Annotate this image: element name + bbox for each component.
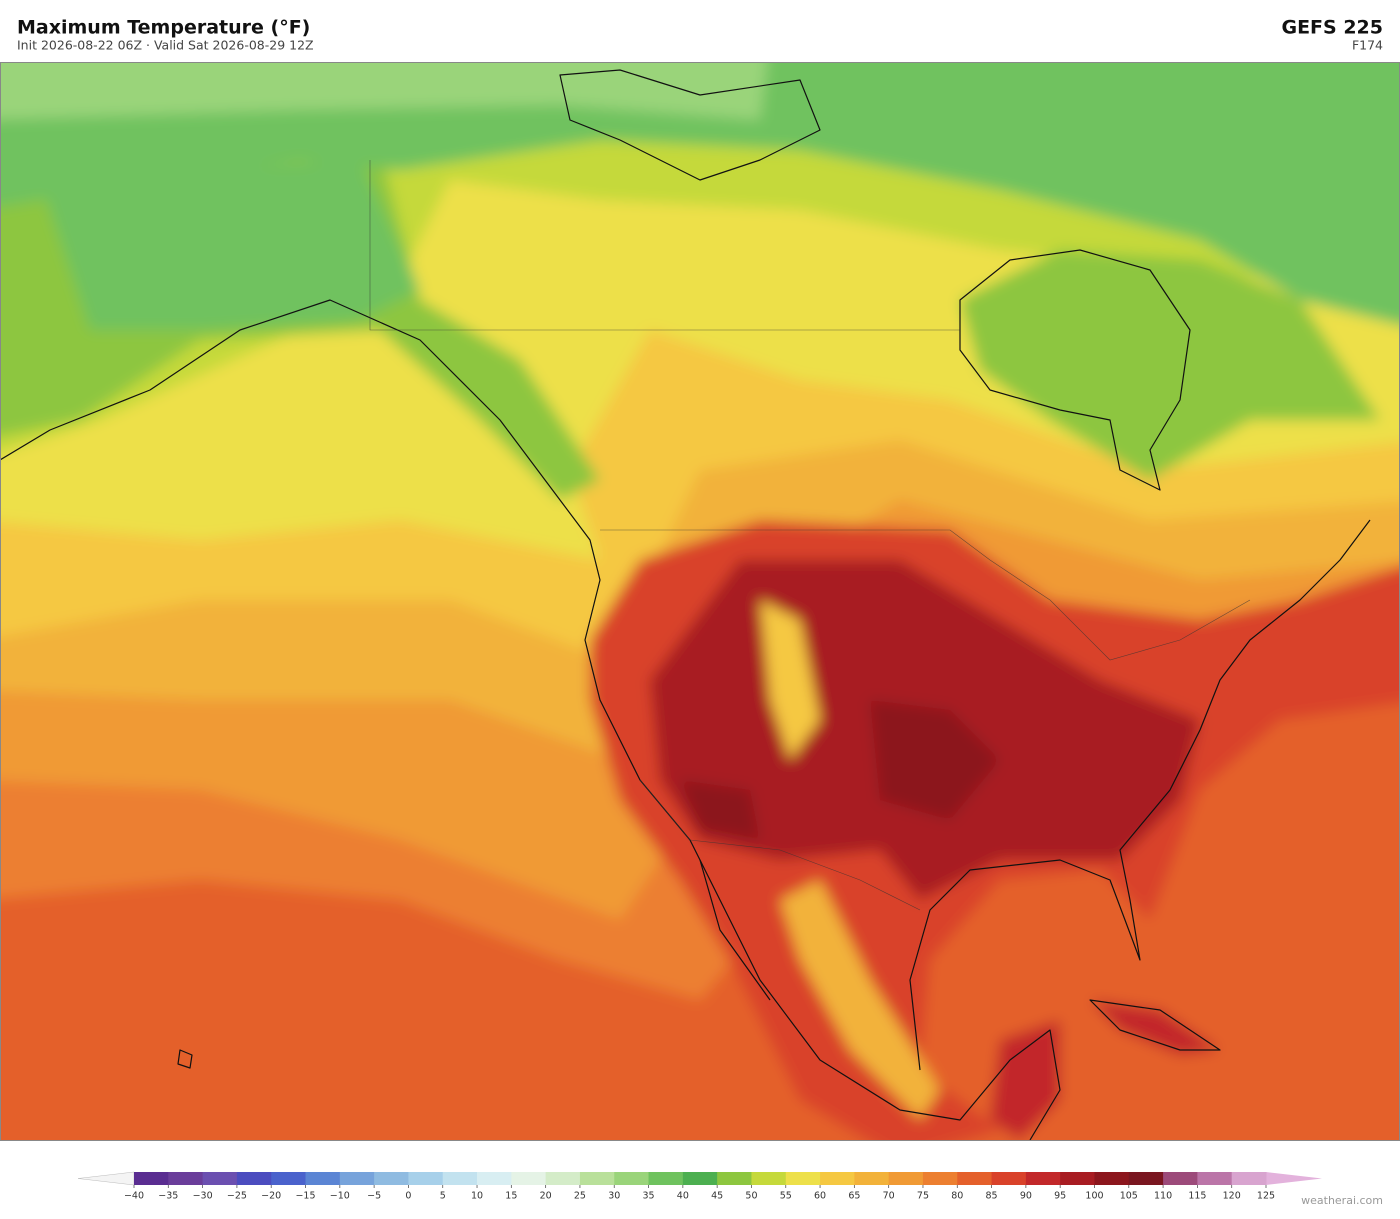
coastline	[909, 519, 1371, 1071]
colorbar-tick-label: 45	[711, 1191, 723, 1202]
colorbar-swatch	[854, 1172, 890, 1185]
field-band	[1090, 1000, 1220, 1055]
colorbar-swatch	[614, 1172, 650, 1185]
colorbar-tick-label: 25	[574, 1191, 586, 1202]
colorbar-swatch	[134, 1172, 169, 1185]
colorbar-tick-label: 80	[951, 1191, 963, 1202]
colorbar-tick-label: 95	[1054, 1191, 1066, 1202]
colorbar-tick-label: 20	[540, 1191, 552, 1202]
field-band	[870, 700, 1000, 820]
coastline	[959, 249, 1191, 491]
colorbar-swatch	[408, 1172, 444, 1185]
colorbar-swatch	[236, 1172, 272, 1185]
colorbar-swatch	[957, 1172, 993, 1185]
country-border	[600, 529, 1251, 661]
colorbar-tick-label: 75	[917, 1191, 929, 1202]
colorbar-tick-label: 55	[780, 1191, 792, 1202]
colorbar-tick-label: 70	[883, 1191, 895, 1202]
colorbar-tick-label: −10	[330, 1191, 350, 1202]
colorbar-swatch	[717, 1172, 752, 1185]
colorbar-tick-label: −35	[158, 1191, 178, 1202]
colorbar-tick-label: 100	[1085, 1191, 1103, 1202]
colorbar-tick-label: 110	[1154, 1191, 1172, 1202]
colorbar-swatch	[339, 1172, 375, 1185]
colorbar-swatch	[1025, 1172, 1061, 1185]
colorbar-tick-label: −30	[193, 1191, 213, 1202]
colorbar-tick-label: 10	[471, 1191, 483, 1202]
colorbar-swatch	[1094, 1172, 1130, 1185]
colorbar-tick-label: 60	[814, 1191, 826, 1202]
colorbar-swatch	[1231, 1172, 1267, 1185]
model-label: GEFS 225	[1281, 17, 1383, 39]
field-band	[760, 600, 820, 760]
colorbar-swatch	[545, 1172, 581, 1185]
colorbar-tick-label: 85	[986, 1191, 998, 1202]
colorbar-swatch	[820, 1172, 855, 1185]
field-band	[0, 62, 768, 120]
colorbar-swatch	[1197, 1172, 1233, 1185]
colorbar-swatch	[1060, 1172, 1095, 1185]
colorbar-tick-label: −20	[261, 1191, 281, 1202]
colorbar-swatch	[271, 1172, 307, 1185]
field-band	[960, 250, 1380, 480]
colorbar-tick-label: 115	[1188, 1191, 1206, 1202]
country-border	[639, 779, 921, 911]
colorbar-swatch	[991, 1172, 1027, 1185]
forecast-hour: F174	[1352, 38, 1383, 53]
coastline	[177, 1049, 193, 1069]
colorbar-tick-label: 65	[848, 1191, 860, 1202]
colorbar-tick-label: −5	[367, 1191, 381, 1202]
watermark: weatherai.com	[1301, 1194, 1383, 1207]
colorbar-tick-label: −25	[227, 1191, 247, 1202]
colorbar-swatch	[648, 1172, 684, 1185]
coastline	[559, 69, 821, 181]
colorbar-over	[1266, 1172, 1322, 1185]
colorbar-swatch	[682, 1172, 718, 1185]
field-band	[0, 62, 1400, 325]
colorbar-swatch	[751, 1172, 787, 1185]
coastline	[699, 859, 771, 1001]
colorbar-swatch	[305, 1172, 341, 1185]
coastlines	[0, 69, 1371, 1140]
colorbar-tick-label: −40	[124, 1191, 144, 1202]
colorbar-tick-label: 5	[440, 1191, 446, 1202]
colorbar-swatch	[511, 1172, 547, 1185]
colorbar-tick-label: 50	[745, 1191, 757, 1202]
colorbar-tick-label: 105	[1120, 1191, 1138, 1202]
colorbar-swatch	[1163, 1172, 1198, 1185]
colorbar-tick-label: 40	[677, 1191, 689, 1202]
colorbar-swatch	[922, 1172, 958, 1185]
field-band	[990, 1020, 1060, 1140]
colorbar-tick-label: 90	[1020, 1191, 1032, 1202]
coastline	[1089, 999, 1221, 1051]
colorbar-tick-label: 0	[405, 1191, 411, 1202]
colorbar-swatch	[374, 1172, 409, 1185]
country-border	[369, 160, 960, 331]
colorbar-swatch	[477, 1172, 512, 1185]
colorbar-swatch	[202, 1172, 238, 1185]
colorbar-swatch	[579, 1172, 615, 1185]
field-band	[780, 880, 940, 1120]
colorbar-tick-label: 125	[1257, 1191, 1275, 1202]
colorbar-swatch	[442, 1172, 478, 1185]
coastline	[0, 299, 1061, 1140]
colorbar-tick-label: −15	[295, 1191, 315, 1202]
map-title: Maximum Temperature (°F)	[17, 17, 310, 39]
colorbar-tick-label: 15	[505, 1191, 517, 1202]
colorbar-tick-label: 35	[642, 1191, 654, 1202]
colorbar-under	[77, 1171, 135, 1186]
colorbar-swatch	[1128, 1172, 1164, 1185]
temperature-field	[0, 62, 1400, 1140]
colorbar-tick-label: 120	[1223, 1191, 1241, 1202]
colorbar-swatch	[168, 1172, 204, 1185]
colorbar: −40 −35 −30 −25 −20 −15 −10 −5 0 5 10 15 20 25 30 35 40 4…	[77, 1171, 1322, 1202]
colorbar-swatch	[888, 1172, 924, 1185]
field-band	[680, 780, 760, 840]
map-subtitle: Init 2026-08-22 06Z · Valid Sat 2026-08-…	[17, 38, 314, 53]
colorbar-swatch	[785, 1172, 821, 1185]
field-band	[40, 160, 420, 330]
colorbar-tick-label: 30	[608, 1191, 620, 1202]
